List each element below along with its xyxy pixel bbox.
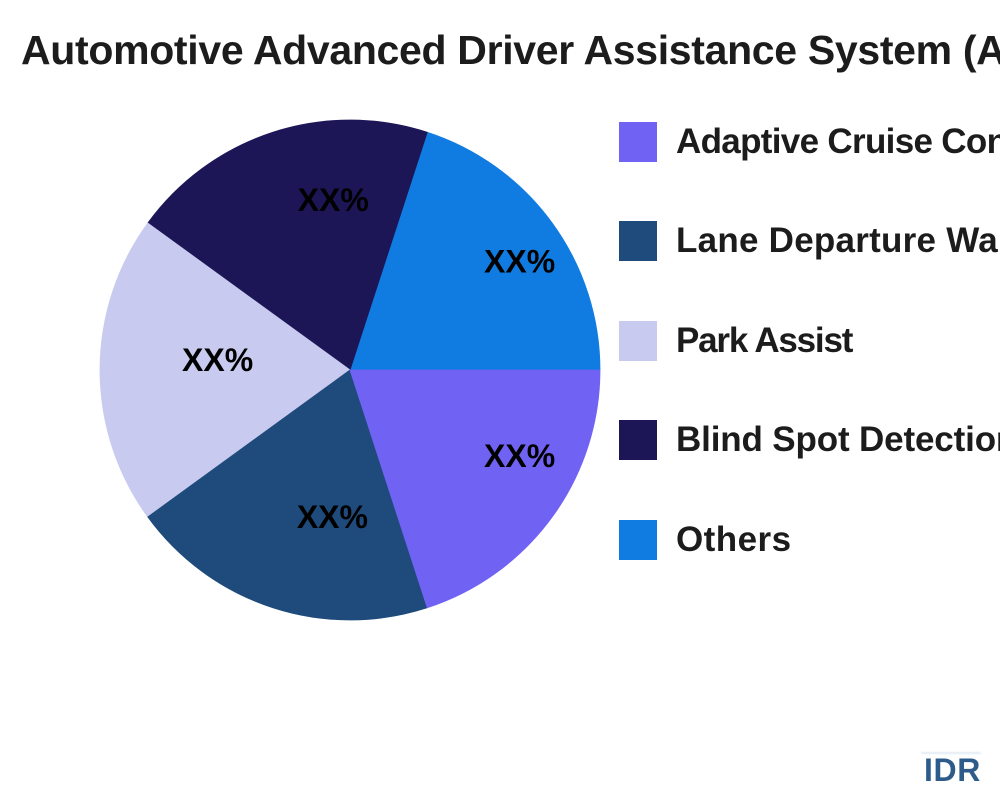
svg-text:XX%: XX% [484,243,555,279]
svg-text:XX%: XX% [298,182,369,218]
svg-text:XX%: XX% [484,438,555,474]
svg-text:XX%: XX% [297,499,368,535]
svg-text:XX%: XX% [182,342,253,378]
